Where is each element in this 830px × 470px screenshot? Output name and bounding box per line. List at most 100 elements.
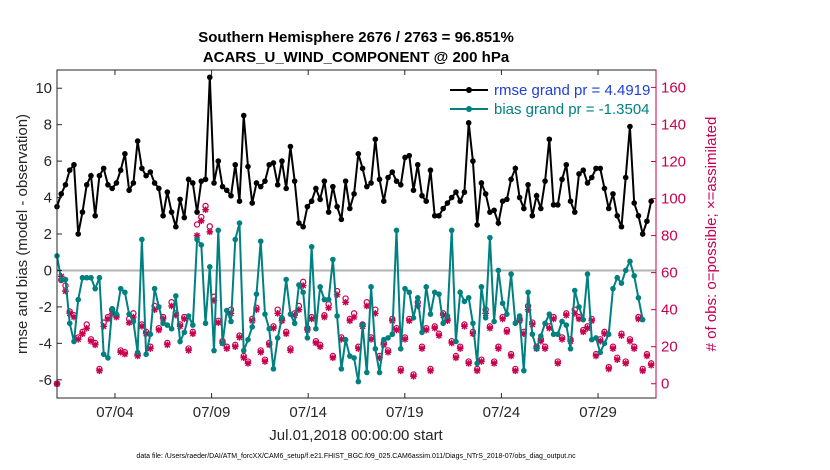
rmse-point xyxy=(614,212,621,219)
obs-assimilated-marker xyxy=(435,332,443,339)
obs-assimilated-marker xyxy=(321,313,328,321)
rmse-point xyxy=(177,196,183,203)
rmse-point xyxy=(206,74,213,81)
rmse-point xyxy=(92,212,98,219)
rmse-point xyxy=(359,165,366,172)
bias-point xyxy=(593,335,599,341)
y-right-tick-label: 40 xyxy=(661,302,678,319)
bias-point xyxy=(79,274,86,281)
obs-assimilated-marker xyxy=(490,360,498,367)
rmse-point xyxy=(202,176,209,183)
rmse-point xyxy=(622,174,629,181)
obs-assimilated-marker xyxy=(231,343,239,350)
rmse-point xyxy=(168,209,175,215)
rmse-point xyxy=(283,185,289,192)
obs-assimilated-marker xyxy=(478,358,485,365)
obs-assimilated-marker xyxy=(541,345,549,352)
obs-assimilated-marker xyxy=(630,345,638,352)
axis-labels: Jul.01,2018 00:00:00 start rmse and bias… xyxy=(14,114,720,444)
rmse-point xyxy=(274,182,281,188)
bias-point xyxy=(113,311,120,317)
rmse-point xyxy=(173,223,179,230)
y-tick-label: -6 xyxy=(39,372,52,389)
bias-point xyxy=(546,311,553,317)
bias-point xyxy=(347,353,353,359)
obs-assimilated-marker xyxy=(147,345,154,352)
bias-point xyxy=(521,367,527,374)
rmse-point xyxy=(215,158,222,164)
obs-assimilated-marker xyxy=(469,330,477,338)
bias-point xyxy=(627,258,633,265)
obs-assimilated-marker xyxy=(575,315,583,323)
bias-point xyxy=(559,318,565,325)
bias-point xyxy=(100,351,107,358)
rmse-point xyxy=(143,172,149,179)
obs-assimilated-marker xyxy=(405,317,413,325)
bias-point xyxy=(393,227,400,234)
bias-point xyxy=(601,340,608,347)
rmse-point xyxy=(385,174,391,181)
bias-point xyxy=(372,346,379,352)
rmse-point xyxy=(538,205,544,212)
bias-point xyxy=(448,227,455,234)
bias-point xyxy=(173,293,179,299)
obs-assimilated-marker xyxy=(189,330,197,338)
rmse-point xyxy=(580,167,587,174)
y-tick-label: 6 xyxy=(44,153,52,170)
rmse-point xyxy=(236,198,243,204)
rmse-point xyxy=(444,200,451,206)
y-right-tick-label: 120 xyxy=(661,153,686,170)
obs-assimilated-marker xyxy=(418,345,426,352)
obs-assimilated-marker xyxy=(181,315,188,323)
bias-point xyxy=(96,274,103,281)
obs-assimilated-marker xyxy=(609,345,617,352)
bias-point xyxy=(563,322,570,328)
obs-assimilated-marker xyxy=(486,324,494,332)
obs-assimilated-marker xyxy=(520,330,528,338)
rmse-point xyxy=(291,178,298,184)
bias-point xyxy=(274,335,281,341)
bias-point xyxy=(287,311,294,317)
rmse-point xyxy=(610,191,616,197)
rmse-point xyxy=(194,209,200,215)
bias-point xyxy=(134,349,141,356)
obs-assimilated-marker xyxy=(113,313,120,321)
rmse-point xyxy=(601,185,608,192)
rmse-point xyxy=(487,209,493,215)
obs-assimilated-marker xyxy=(270,324,277,332)
bias-point xyxy=(474,360,480,367)
obs-assimilated-marker xyxy=(155,326,163,334)
rmse-point xyxy=(512,165,519,172)
bias-point xyxy=(160,320,166,327)
bias-point xyxy=(156,304,162,310)
bias-point xyxy=(635,294,642,301)
bias-point xyxy=(499,300,506,307)
obs-assimilated-marker xyxy=(74,335,82,343)
obs-assimilated-marker xyxy=(87,337,95,345)
obs-assimilated-marker xyxy=(613,356,621,363)
obs-assimilated-marker xyxy=(558,335,566,343)
bias-point xyxy=(334,313,340,319)
bias-point xyxy=(622,267,629,274)
obs-assimilated-marker xyxy=(83,324,91,332)
obs-assimilated-marker xyxy=(159,315,167,323)
obs-assimilated-marker xyxy=(185,347,192,354)
rmse-point xyxy=(304,203,311,210)
rmse-point xyxy=(474,222,480,228)
bias-point xyxy=(610,285,616,292)
rmse-point xyxy=(88,172,94,179)
y-tick-label: 8 xyxy=(44,117,52,134)
bias-point xyxy=(389,331,396,338)
bias-point xyxy=(512,320,519,327)
rmse-point xyxy=(584,180,591,186)
bias-point xyxy=(262,311,268,317)
obs-assimilated-marker xyxy=(164,341,171,349)
rmse-point xyxy=(372,136,379,143)
obs-assimilated-marker xyxy=(546,324,553,332)
bias-point xyxy=(410,315,417,321)
bias-point xyxy=(279,315,285,321)
obs-assimilated-marker xyxy=(100,323,107,330)
bias-point xyxy=(75,296,82,303)
bias-point xyxy=(576,304,582,310)
